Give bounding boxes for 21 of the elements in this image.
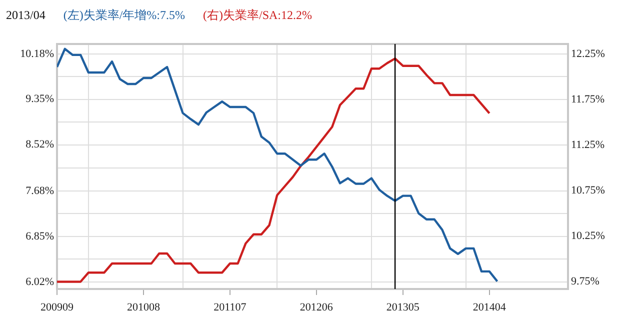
y2-tick-label: 11.25% <box>571 138 605 151</box>
x-tick-label: 201404 <box>472 301 506 314</box>
y-tick-label: 6.02% <box>26 276 54 288</box>
y2-tick-label: 10.75% <box>571 184 605 197</box>
y2-tick-label: 9.75% <box>571 276 600 288</box>
chart-title: 2013/04 <box>6 8 46 22</box>
x-tick-label: 200909 <box>40 301 74 314</box>
y-tick-label: 9.35% <box>26 93 54 106</box>
y2-tick-label: 10.25% <box>571 230 605 242</box>
y-tick-label: 6.85% <box>26 230 54 242</box>
y2-tick-label: 12.25% <box>571 48 605 60</box>
y-tick-label: 7.68% <box>26 184 54 197</box>
x-tick-label: 201206 <box>300 301 334 314</box>
y2-tick-label: 11.75% <box>571 93 605 106</box>
text: (左)失業率/年增%:7.5% <box>63 6 185 24</box>
x-tick-label: 201107 <box>214 301 247 314</box>
y-tick-label: 10.18% <box>20 48 54 60</box>
y-tick-label: 8.52% <box>26 138 54 151</box>
x-tick-label: 201008 <box>126 301 160 314</box>
text: (右)失業率/SA:12.2% <box>203 6 312 24</box>
x-tick-label: 201305 <box>386 301 420 314</box>
